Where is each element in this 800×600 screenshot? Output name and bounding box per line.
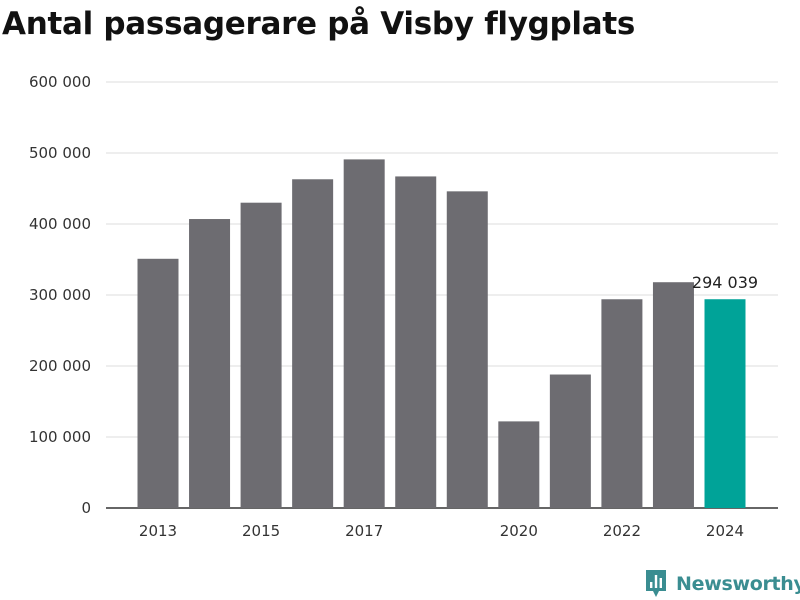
bars [137,159,746,508]
bar-2023 [652,282,694,508]
brand-logo[interactable]: Newsworthy [644,569,800,599]
y-tick-label: 300 000 [29,286,91,304]
brand-name: Newsworthy [676,573,800,595]
x-tick-label: 2020 [500,522,538,540]
x-tick-label: 2024 [706,522,744,540]
y-axis-ticks: 0 100 000 200 000 300 000 400 000 500 000 600 … [29,73,91,517]
bar-2024 [704,299,746,508]
bar-2022 [601,299,643,508]
bar-2020 [498,421,540,508]
bar-2021 [549,374,591,508]
bar-2013 [137,258,179,508]
y-tick-label: 600 000 [29,73,91,91]
x-tick-label: 2015 [242,522,280,540]
bar-2019 [446,191,488,508]
bar-2017 [343,159,385,508]
y-tick-label: 200 000 [29,357,91,375]
y-tick-label: 400 000 [29,215,91,233]
x-tick-label: 2017 [345,522,383,540]
chart-title: Antal passagerare på Visby flygplats [2,6,636,42]
data-label: 294 039 [692,273,758,292]
y-tick-label: 0 [81,499,91,517]
newsworthy-logo-icon [646,570,666,597]
bar-2016 [292,179,334,508]
y-tick-label: 100 000 [29,428,91,446]
y-tick-label: 500 000 [29,144,91,162]
bar-2015 [240,202,282,508]
data-labels: 294 039 [692,273,758,292]
x-tick-label: 2022 [603,522,641,540]
bar-2014 [189,219,231,508]
x-axis-ticks: 2013 2015 2017 2020 2022 2024 [139,522,744,540]
x-tick-label: 2013 [139,522,177,540]
bar-2018 [395,176,437,508]
